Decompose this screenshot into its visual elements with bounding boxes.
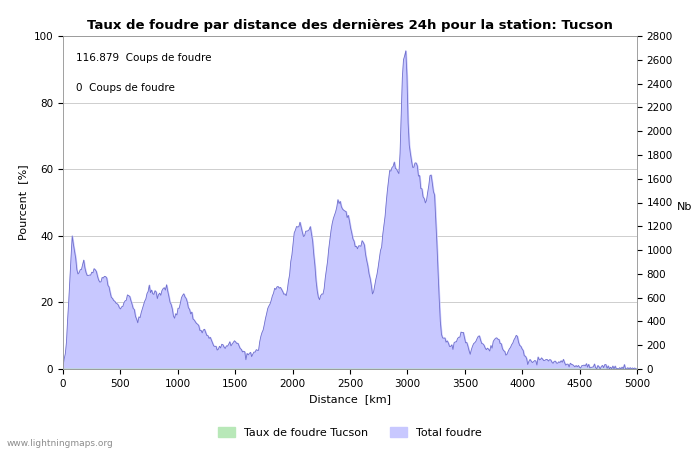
- Legend: Taux de foudre Tucson, Total foudre: Taux de foudre Tucson, Total foudre: [214, 423, 486, 442]
- Text: 0  Coups de foudre: 0 Coups de foudre: [76, 83, 174, 93]
- Title: Taux de foudre par distance des dernières 24h pour la station: Tucson: Taux de foudre par distance des dernière…: [87, 19, 613, 32]
- Text: 116.879  Coups de foudre: 116.879 Coups de foudre: [76, 53, 211, 63]
- Y-axis label: Nb: Nb: [676, 202, 692, 212]
- Y-axis label: Pourcent  [%]: Pourcent [%]: [18, 165, 28, 240]
- X-axis label: Distance  [km]: Distance [km]: [309, 394, 391, 404]
- Text: www.lightningmaps.org: www.lightningmaps.org: [7, 438, 113, 447]
